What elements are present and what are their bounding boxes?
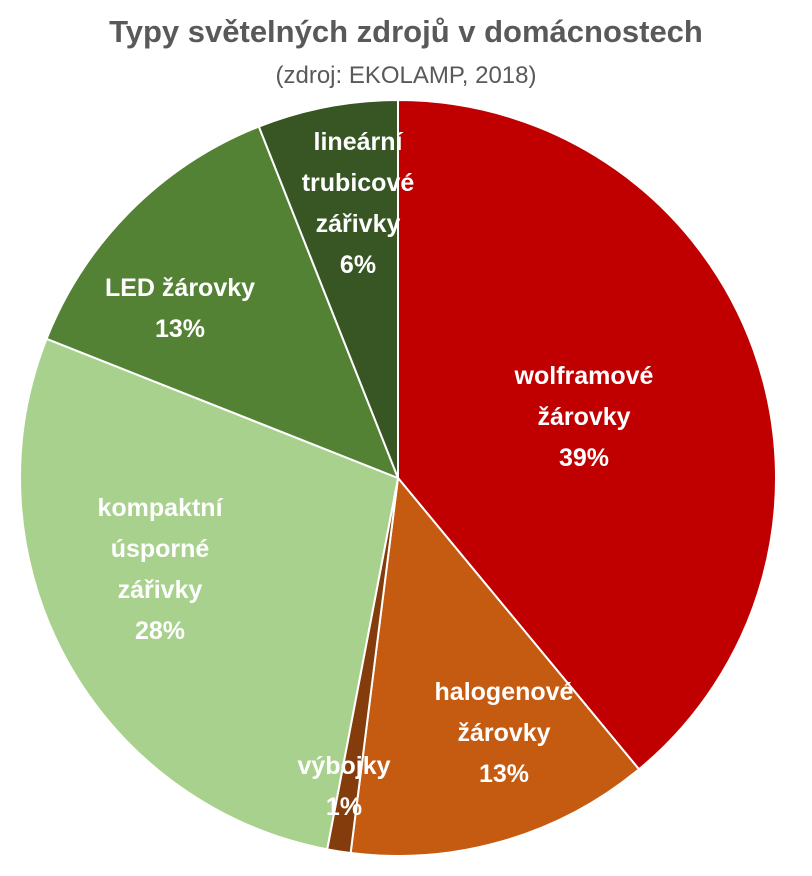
slice-label: lineární trubicové zářivky 6% <box>302 128 415 279</box>
slice-value-label: 13% <box>479 760 529 788</box>
slice-category-label: wolframové <box>514 362 654 390</box>
pie-slice <box>18 337 400 851</box>
slice-label: výbojky 1% <box>297 752 390 821</box>
slice-label: kompaktní úsporné zářivky 28% <box>97 494 223 645</box>
slice-category-label: zářivky <box>118 576 203 604</box>
slice-category-label: lineární <box>314 128 404 156</box>
slice-category-label: úsporné <box>111 535 210 563</box>
slice-category-label: výbojky <box>297 752 390 780</box>
pie-slice <box>349 475 641 857</box>
chart-title: Typy světelných zdrojů v domácnostech <box>109 14 703 49</box>
pie-slice <box>257 98 399 479</box>
slice-category-label: halogenové <box>435 678 574 706</box>
slice-value-label: 28% <box>135 617 185 645</box>
slice-category-label: žárovky <box>457 719 550 747</box>
slice-category-label: kompaktní <box>97 494 223 522</box>
slice-value-label: 6% <box>340 251 376 279</box>
slice-category-label: trubicové <box>302 169 415 197</box>
slice-label: wolframové žárovky 39% <box>514 362 654 472</box>
slice-value-label: 13% <box>155 315 205 343</box>
slice-category-label: LED žárovky <box>105 274 255 302</box>
slice-category-label: žárovky <box>537 403 630 431</box>
chart-subtitle: (zdroj: EKOLAMP, 2018) <box>275 62 537 89</box>
slice-value-label: 1% <box>326 793 362 821</box>
slice-value-label: 39% <box>559 444 609 472</box>
pie-slice <box>45 125 400 480</box>
slice-label: LED žárovky 13% <box>105 274 255 343</box>
slice-category-label: zářivky <box>316 210 401 238</box>
slice-label: halogenové žárovky 13% <box>435 678 574 788</box>
pie-slice <box>397 98 777 771</box>
